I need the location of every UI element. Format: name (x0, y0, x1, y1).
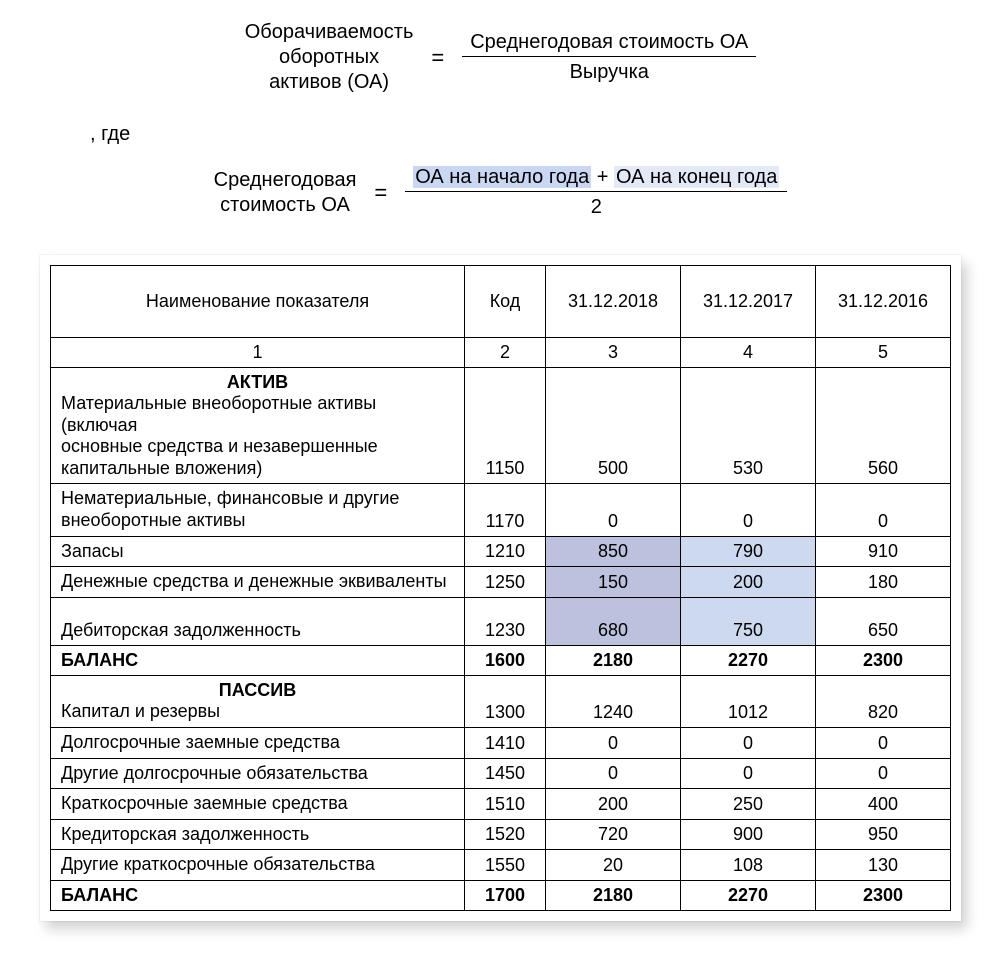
formula2-lhs: Среднегодовая стоимость ОА (214, 168, 357, 218)
f2-denominator: 2 (583, 192, 610, 221)
f2-plus: + (591, 166, 614, 188)
f2-num-part1: ОА на начало года (413, 166, 591, 188)
table-header-row: Наименование показателя Код 31.12.2018 3… (51, 266, 951, 338)
table-row: Запасы1210850790910 (51, 536, 951, 567)
formula1-fraction: Среднегодовая стоимость ОА Выручка (462, 29, 756, 86)
equals-sign-2: = (374, 180, 387, 206)
table-row: Долгосрочные заемные средства1410000 (51, 727, 951, 758)
th-2018: 31.12.2018 (546, 266, 681, 338)
formula2-fraction: ОА на начало года + ОА на конец года 2 (405, 164, 787, 221)
table-row: Другие долгосрочные обязательства1450000 (51, 758, 951, 789)
formula-turnover: Оборачиваемость оборотных активов (ОА) =… (40, 20, 961, 95)
th-2017: 31.12.2017 (681, 266, 816, 338)
table-row: Другие краткосрочные обязательства155020… (51, 850, 951, 881)
table-row: Кредиторская задолженность1520720900950 (51, 819, 951, 850)
f2-lhs-l1: Среднегодовая (214, 169, 357, 191)
table-row: АКТИВМатериальные внеоборотные активы (в… (51, 368, 951, 484)
balance-table: Наименование показателя Код 31.12.2018 3… (50, 265, 951, 911)
formula-avg-cost: Среднегодовая стоимость ОА = ОА на начал… (40, 164, 961, 221)
th-2016: 31.12.2016 (816, 266, 951, 338)
where-label: , где (90, 123, 961, 146)
f2-lhs-l2: стоимость ОА (220, 194, 350, 216)
f2-num-part2: ОА на конец года (614, 166, 779, 188)
f1-lhs-l2: оборотных (279, 46, 379, 68)
table-row: Краткосрочные заемные средства1510200250… (51, 789, 951, 820)
table-row: ПАССИВКапитал и резервы130012401012820 (51, 676, 951, 728)
th-name: Наименование показателя (51, 266, 465, 338)
f1-lhs-l1: Оборачиваемость (245, 21, 414, 43)
balance-assets-row: БАЛАНС1600218022702300 (51, 646, 951, 676)
f1-lhs-l3: активов (ОА) (269, 71, 389, 93)
f2-numerator: ОА на начало года + ОА на конец года (405, 164, 787, 192)
f1-numerator: Среднегодовая стоимость ОА (462, 29, 756, 57)
th-code: Код (465, 266, 546, 338)
table-body: 12345АКТИВМатериальные внеоборотные акти… (51, 338, 951, 911)
table-row: Нематериальные, финансовые и другиевнеоб… (51, 484, 951, 536)
balance-liab-row: БАЛАНС1700218022702300 (51, 880, 951, 910)
table-colnum-row: 12345 (51, 338, 951, 368)
table-row: Денежные средства и денежные эквиваленты… (51, 567, 951, 598)
formula1-lhs: Оборачиваемость оборотных активов (ОА) (245, 20, 414, 95)
balance-table-container: Наименование показателя Код 31.12.2018 3… (40, 255, 961, 921)
table-row: Дебиторская задолженность1230680750650 (51, 597, 951, 646)
equals-sign: = (431, 45, 444, 71)
f1-denominator: Выручка (562, 57, 657, 86)
